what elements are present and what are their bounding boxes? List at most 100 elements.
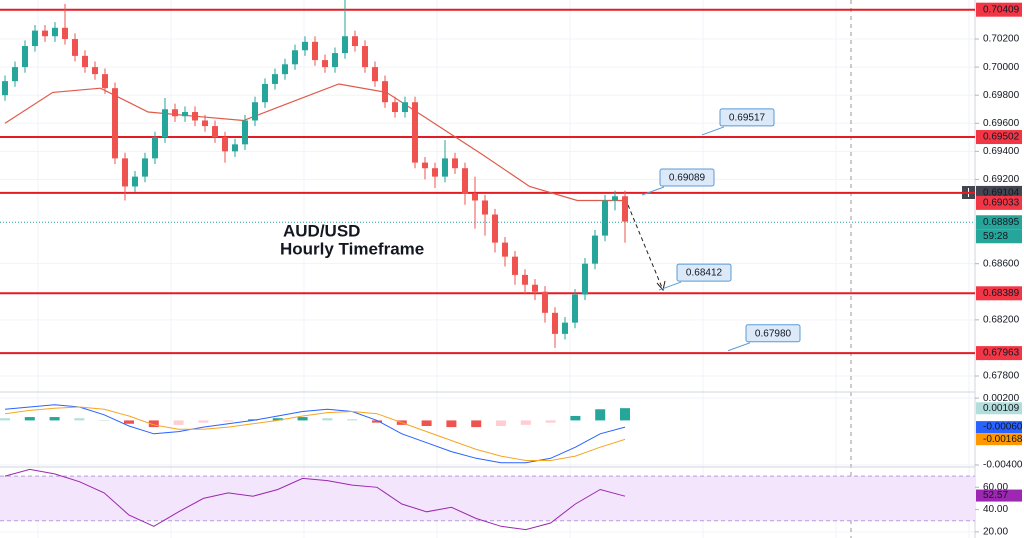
- annotation-label: 0.69517: [729, 113, 766, 124]
- candle-body: [482, 200, 488, 215]
- candle-body: [552, 312, 558, 334]
- macd-histogram-bar: [272, 418, 283, 421]
- indicator-tag: [976, 433, 1022, 446]
- macd-histogram-bar: [223, 420, 234, 422]
- candle-body: [452, 158, 458, 169]
- y-tick-label: 0.68200: [983, 314, 1020, 325]
- candle-body: [432, 168, 438, 177]
- price-tag: [976, 286, 1022, 301]
- macd-histogram-bar: [99, 420, 110, 421]
- candle-body: [322, 60, 328, 68]
- candle-body: [282, 64, 288, 75]
- indicator-tag-label: 52.57: [983, 490, 1008, 501]
- y-tick-label: 0.69600: [983, 118, 1020, 129]
- candle-body: [52, 27, 58, 37]
- macd-histogram-bar: [545, 420, 556, 423]
- candle-body: [192, 112, 198, 121]
- price-tag-label: 0.67963: [983, 348, 1020, 359]
- candle-body: [422, 162, 428, 169]
- countdown-tag: [976, 229, 1022, 244]
- candle-body: [292, 50, 298, 65]
- macd-histogram-bar: [322, 418, 333, 421]
- candle-body: [222, 137, 228, 152]
- y-tick-label: 60.00: [983, 482, 1008, 493]
- indicator-tag-label: -0.00168: [983, 434, 1023, 445]
- candle-body: [442, 158, 448, 177]
- candle-body: [372, 67, 378, 82]
- candle-body: [122, 158, 128, 187]
- annotation-box: [676, 263, 732, 282]
- candle-body: [362, 46, 368, 68]
- candle-body: [412, 102, 418, 163]
- candle-body: [572, 294, 578, 323]
- y-tick-label: 0.70200: [983, 34, 1020, 45]
- price-tag-label: 0.68895: [983, 217, 1020, 228]
- macd-histogram-bar: [148, 420, 159, 428]
- candle-body: [102, 74, 108, 89]
- price-tag-label: 0.69104: [983, 188, 1020, 199]
- y-tick-label: 0.68600: [983, 258, 1020, 269]
- y-tick-label: 0.00200: [983, 393, 1020, 404]
- price-tag: [976, 2, 1022, 17]
- candle-body: [342, 36, 348, 54]
- macd-histogram-bar: [74, 418, 85, 421]
- candle-body: [352, 36, 358, 47]
- arrow-head: [656, 280, 666, 292]
- macd-histogram-bar: [620, 408, 630, 421]
- price-tag-label: 0.70409: [983, 4, 1020, 15]
- macd-histogram-bar: [496, 420, 506, 426]
- projection-arrow: [627, 204, 664, 291]
- indicator-tag-label: 0.00109: [983, 403, 1020, 414]
- candle-body: [182, 112, 188, 117]
- annotation-label: 0.67980: [755, 328, 792, 339]
- candle-body: [62, 27, 68, 40]
- y-tick-label: 40.00: [983, 504, 1008, 515]
- y-tick-label: 20.00: [983, 527, 1008, 538]
- candle-body: [592, 235, 598, 264]
- annotation-box: [659, 168, 715, 187]
- annotation-box: [719, 108, 775, 127]
- candle-body: [212, 126, 218, 138]
- macd-histogram-bar: [297, 417, 308, 421]
- candle-body: [242, 120, 248, 145]
- macd-histogram-bar: [595, 409, 606, 421]
- annotation-leader: [658, 281, 682, 291]
- signal-line: [4, 406, 626, 461]
- macd-histogram-bar: [520, 420, 531, 425]
- price-tag-label: 0.69033: [983, 198, 1020, 209]
- candle-body: [532, 284, 538, 292]
- candle-body: [132, 176, 138, 187]
- annotation-label: 0.69089: [669, 173, 706, 184]
- candle-body: [492, 214, 498, 243]
- rsi-line: [4, 468, 626, 531]
- countdown: 59:28: [983, 231, 1008, 242]
- candle-body: [22, 46, 28, 68]
- candle-body: [152, 137, 158, 159]
- macd-histogram-bar: [0, 418, 10, 421]
- candle-body: [142, 158, 148, 177]
- candle-body: [82, 55, 88, 68]
- indicator-tag: [976, 402, 1022, 415]
- macd-histogram-bar: [570, 415, 581, 421]
- macd-histogram-bar: [49, 417, 60, 421]
- annotation-leader: [641, 186, 665, 196]
- indicator-tag: [976, 489, 1022, 502]
- candle-body: [542, 291, 548, 313]
- candle-body: [72, 39, 78, 56]
- candle-body: [562, 322, 568, 334]
- macd-histogram-bar: [421, 420, 432, 426]
- candle-body: [42, 30, 48, 37]
- price-tag-label: 0.69502: [983, 132, 1020, 143]
- candle-body: [312, 41, 318, 61]
- moving-average: [4, 83, 625, 202]
- candle-body: [112, 88, 118, 159]
- macd-line: [4, 404, 626, 464]
- candle-body: [162, 109, 168, 138]
- candle-body: [392, 102, 398, 113]
- candle-body: [272, 74, 278, 84]
- price-tag: [976, 195, 1022, 210]
- price-tag-label: 0.68389: [983, 288, 1020, 299]
- macd-histogram-bar: [248, 419, 258, 421]
- candle-body: [382, 81, 388, 103]
- macd-histogram-bar: [124, 420, 134, 424]
